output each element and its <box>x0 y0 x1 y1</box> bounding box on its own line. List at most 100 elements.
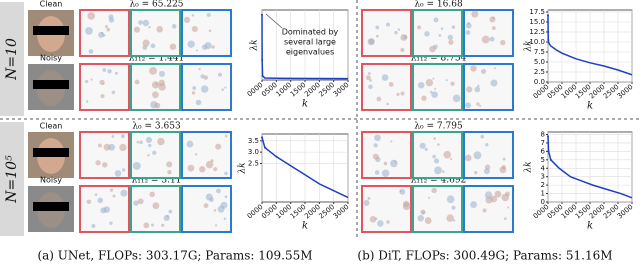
eigenvector-texture <box>215 143 222 150</box>
eigenvector-texture <box>142 19 150 27</box>
eigenvector-texture <box>97 197 104 204</box>
eigenvector-texture <box>102 68 107 72</box>
eigenvector-texture <box>132 161 141 170</box>
eigenvector-texture <box>482 208 487 213</box>
eigenvector-texture <box>111 90 116 95</box>
eigenvector-texture <box>213 167 218 172</box>
y-axis-label: λk <box>238 162 248 174</box>
eigenvector-texture <box>489 16 496 23</box>
eigenvector-texture <box>133 200 139 206</box>
eigenvector-texture <box>198 67 201 71</box>
face-censor <box>33 26 69 35</box>
data-point <box>275 155 278 158</box>
eigenvector-texture <box>121 134 125 139</box>
eigenvector-texture <box>424 147 428 151</box>
data-point <box>261 13 263 16</box>
image-label: Clean <box>40 122 63 131</box>
eigenvector-texture <box>166 161 173 168</box>
x-axis-label: k <box>302 221 308 232</box>
data-line <box>547 136 633 199</box>
eigenvector-texture <box>143 222 150 229</box>
eigenvalue-label: λ₀ = 7.795 <box>414 122 463 132</box>
eigenvector-texture <box>433 17 439 23</box>
eigenvector-texture <box>374 170 380 175</box>
row-label-box <box>0 2 24 116</box>
y-tick-label: 7 <box>541 139 545 147</box>
eigenvector-texture <box>88 49 94 54</box>
eigenvector-texture <box>381 169 390 177</box>
eigenvalue-label: λ₀ = 65.225 <box>129 0 183 10</box>
eigenvector-texture <box>209 197 214 203</box>
eigenvector-texture <box>500 39 506 46</box>
eigenvector-texture <box>421 95 427 101</box>
eigenvector-texture <box>156 25 163 33</box>
eigenvector-texture <box>386 220 390 224</box>
y-tick-label: 3 <box>541 173 545 181</box>
eigenvector-texture <box>375 34 379 38</box>
eigenvector-texture <box>422 211 425 215</box>
eigenvector-texture <box>385 22 391 27</box>
x-axis-label: k <box>587 101 593 112</box>
data-line <box>261 137 349 199</box>
eigenvector-texture <box>447 34 454 40</box>
eigenvector-texture <box>451 205 456 210</box>
eigenvector-image <box>181 131 232 179</box>
eigenvector-texture <box>432 154 436 159</box>
eigenvector-texture <box>122 168 126 172</box>
eigenvector-texture <box>94 193 98 197</box>
eigenvector-texture <box>218 72 223 77</box>
eigenvector-texture <box>211 45 215 49</box>
annotation: several large <box>284 38 336 47</box>
y-axis-label: λk <box>524 161 534 173</box>
eigenvector-texture <box>214 224 218 227</box>
eigenvector-texture <box>437 143 440 146</box>
y-tick-label: 8 <box>541 131 545 139</box>
eigenvector-texture <box>151 81 160 89</box>
y-tick-label: 0 <box>541 198 545 206</box>
eigenvector-texture <box>372 153 379 160</box>
eigenvector-texture <box>99 79 105 85</box>
eigenvector-texture <box>120 189 128 197</box>
eigenvector-texture <box>112 194 116 198</box>
eigenvector-texture <box>481 68 487 74</box>
y-tick-label: 15.0 <box>529 18 545 26</box>
eigenvector-texture <box>158 70 166 77</box>
eigenvector-texture <box>470 201 477 208</box>
eigenvector-image <box>463 9 514 57</box>
face-censor <box>33 148 69 157</box>
eigenvector-texture <box>419 142 426 149</box>
eigenvector-texture <box>494 190 502 198</box>
eigenvector-texture <box>223 217 227 221</box>
eigenvector-texture <box>402 202 411 211</box>
eigenvector-texture <box>90 78 93 81</box>
eigenvector-texture <box>438 34 442 37</box>
data-point <box>549 158 552 161</box>
eigenvalue-label: λ₁₁₂ = 8.754 <box>411 54 467 64</box>
eigenvector-texture <box>417 25 422 30</box>
eigenvector-texture <box>433 137 436 140</box>
eigenvector-texture <box>485 143 489 147</box>
eigenvector-texture <box>465 30 471 35</box>
eigenvector-texture <box>201 85 209 93</box>
y-axis-label: λk <box>250 39 260 51</box>
eigenvector-texture <box>403 35 408 40</box>
eigenvector-image <box>463 63 514 111</box>
eigenvector-texture <box>428 196 431 199</box>
x-axis-label: k <box>302 99 308 110</box>
eigenvector-texture <box>476 102 480 106</box>
eigenvector-texture <box>474 170 478 175</box>
eigenvector-texture <box>145 136 152 144</box>
eigenvector-texture <box>369 79 372 82</box>
eigenvector-texture <box>433 44 438 50</box>
eigenvector-texture <box>449 157 453 160</box>
y-tick-label: 2 <box>541 181 545 189</box>
eigenvector-texture <box>171 24 177 29</box>
eigenvector-texture <box>85 27 93 35</box>
eigenvector-texture <box>220 201 228 209</box>
eigenvector-texture <box>400 47 405 53</box>
eigenvector-image <box>181 185 232 233</box>
y-tick-label: 2.5 <box>248 159 259 167</box>
image-label: Clean <box>40 0 63 9</box>
eigenvector-texture <box>429 90 433 94</box>
